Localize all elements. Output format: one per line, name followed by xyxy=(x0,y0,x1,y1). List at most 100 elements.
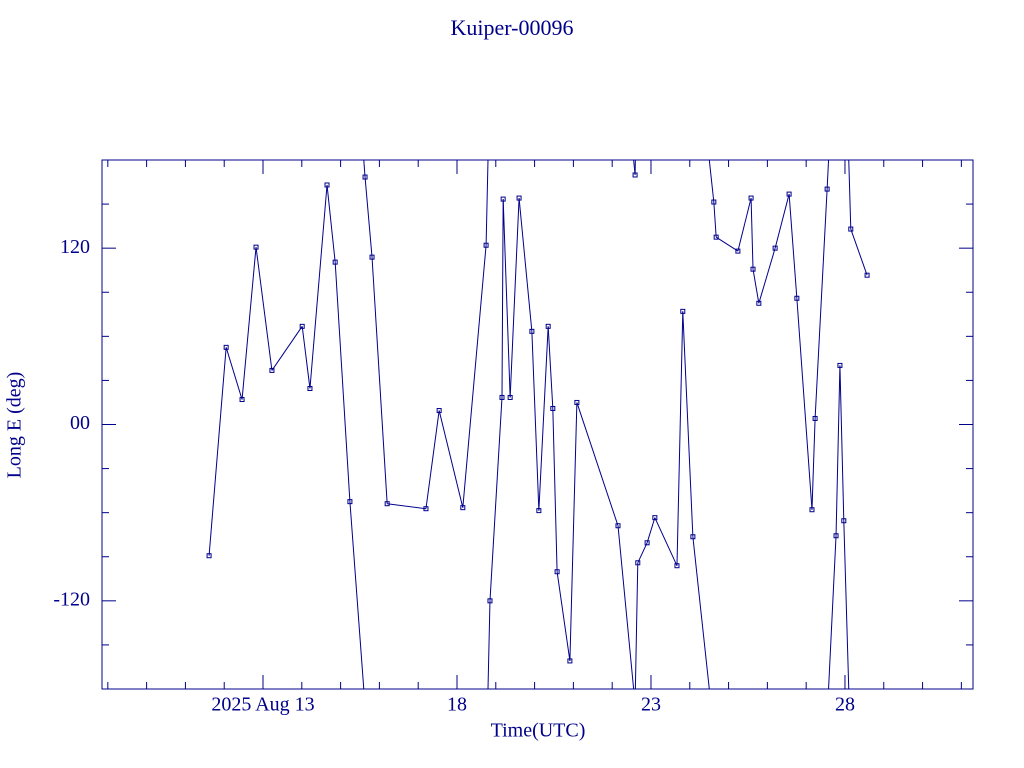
line-segment xyxy=(569,402,578,661)
data-point xyxy=(500,196,506,202)
data-point xyxy=(269,367,275,373)
data-point xyxy=(507,394,513,400)
line-segment xyxy=(826,160,837,689)
line-segment xyxy=(617,160,636,689)
data-point xyxy=(332,259,338,265)
data-point xyxy=(711,199,717,205)
line-segment xyxy=(438,410,464,508)
chart-title: Kuiper-00096 xyxy=(451,15,574,40)
line-segment xyxy=(676,311,684,566)
x-tick-label: 18 xyxy=(447,694,467,716)
data-point xyxy=(812,415,818,421)
data-point xyxy=(206,553,212,559)
line-segment xyxy=(737,197,752,252)
line-segment xyxy=(637,542,648,563)
line-segment xyxy=(758,248,776,304)
line-segment xyxy=(843,160,852,689)
line-segment xyxy=(713,201,717,238)
data-point xyxy=(239,397,245,403)
data-point xyxy=(362,174,368,180)
data-point xyxy=(632,172,638,178)
data-point xyxy=(713,234,719,240)
data-point xyxy=(554,569,560,575)
data-point xyxy=(324,182,330,188)
line-segment xyxy=(501,199,504,398)
line-segment xyxy=(654,517,678,566)
data-point xyxy=(487,598,493,604)
line-segment xyxy=(850,228,868,276)
line-segment xyxy=(509,198,520,398)
plot-frame xyxy=(101,159,974,690)
x-axis-label: Time(UTC) xyxy=(491,720,586,742)
line-segment xyxy=(208,347,227,556)
data-point xyxy=(756,300,762,306)
data-point xyxy=(772,245,778,251)
line-segment xyxy=(334,262,351,502)
line-segment xyxy=(462,245,487,508)
data-point xyxy=(848,226,854,232)
data-point xyxy=(735,248,741,254)
data-point xyxy=(223,344,229,350)
data-point xyxy=(483,242,489,248)
line-segment xyxy=(752,269,760,304)
data-point xyxy=(253,244,259,250)
data-point xyxy=(680,308,686,314)
line-segment xyxy=(349,160,366,689)
line-segment xyxy=(425,410,440,509)
line-segment xyxy=(814,189,828,419)
line-segment xyxy=(774,193,790,249)
data-point xyxy=(615,523,621,529)
data-point xyxy=(635,560,641,566)
line-segment xyxy=(796,298,813,510)
plot-area xyxy=(206,160,870,689)
line-segment xyxy=(552,408,558,572)
line-segment xyxy=(682,311,694,537)
line-segment xyxy=(502,199,511,398)
line-segment xyxy=(255,247,273,371)
data-point xyxy=(574,399,580,405)
line-segment xyxy=(271,326,303,371)
data-point xyxy=(567,658,573,664)
line-segment xyxy=(225,347,243,400)
line-segment xyxy=(485,160,491,689)
x-tick-label: 2025 Aug 13 xyxy=(211,694,314,716)
data-point xyxy=(436,408,442,414)
line-segment xyxy=(634,160,639,689)
x-tick-label: 23 xyxy=(641,694,661,716)
line-segment xyxy=(489,397,503,601)
data-point xyxy=(864,272,870,278)
line-segment xyxy=(309,184,328,389)
line-segment xyxy=(518,198,533,332)
line-segment xyxy=(811,418,816,510)
line-segment xyxy=(547,326,554,409)
data-point xyxy=(299,323,305,329)
data-point xyxy=(652,515,658,521)
line-segment xyxy=(839,365,845,521)
data-point xyxy=(750,266,756,272)
data-point xyxy=(690,534,696,540)
data-point xyxy=(794,295,800,301)
data-point xyxy=(748,195,754,201)
data-point xyxy=(369,254,375,260)
line-segment xyxy=(301,326,311,389)
line-segment xyxy=(538,326,549,511)
line-segment xyxy=(788,194,798,299)
data-point xyxy=(347,499,353,505)
data-point xyxy=(674,563,680,569)
line-segment xyxy=(750,198,754,270)
data-point xyxy=(307,385,313,391)
data-point xyxy=(550,405,556,411)
data-point xyxy=(384,501,390,507)
y-axis-label: Long E (deg) xyxy=(4,372,26,479)
data-point xyxy=(809,507,815,513)
data-point xyxy=(516,195,522,201)
data-point xyxy=(529,328,535,334)
data-point xyxy=(536,508,542,514)
data-point xyxy=(644,540,650,546)
data-point xyxy=(841,518,847,524)
data-point xyxy=(545,323,551,329)
line-segment xyxy=(715,236,739,252)
data-point xyxy=(824,186,830,192)
line-segment xyxy=(646,517,656,543)
